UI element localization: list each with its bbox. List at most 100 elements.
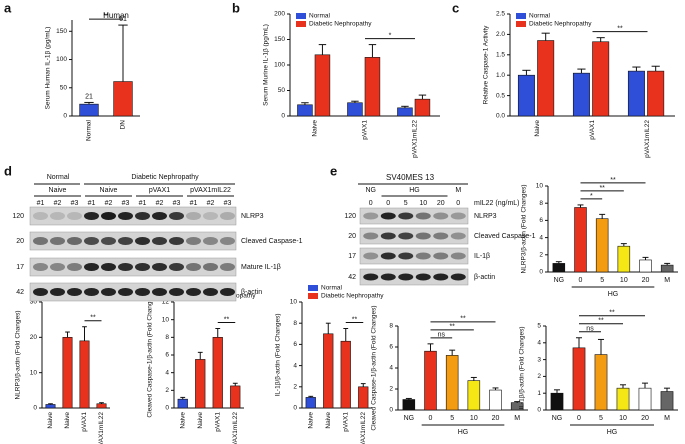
y-tick-label: 0 [165,405,169,412]
blot-band [101,212,116,220]
y-tick-label: 150 [56,28,67,35]
y-tick-label: 12 [162,299,170,306]
condition-label: M [455,187,461,194]
y-tick-label: 4 [165,369,169,376]
blot-band [415,232,431,240]
kda-label: 20 [16,238,24,245]
bar [489,389,502,411]
bar [364,57,381,117]
x-tick-label: pVAX1mIL22 [644,120,651,158]
blot-band [220,288,235,296]
blot-band [220,212,235,220]
blot-band [135,288,150,296]
y-tick-label: 1.5 [496,52,505,59]
blot-band [220,263,235,271]
subgroup-label: Naive [100,187,118,194]
significance-label: ** [103,13,109,20]
y-tick-label: 1.0 [496,72,505,79]
blot-band [363,273,379,281]
x-tick-label: NG [404,415,415,422]
y-tick-label: 10 [290,299,298,306]
lane-label: #2 [207,200,215,207]
bar [414,98,431,117]
blot-band [84,263,99,271]
blot-band [186,212,201,220]
bar [639,259,652,273]
group-label: HG [607,429,618,436]
significance-label: ** [598,318,604,325]
bar [62,337,73,409]
significance-label: * [590,193,593,200]
legend-label: Normal [321,285,343,292]
blot-band [152,237,167,245]
y-tick-label: 4 [539,234,543,241]
dose-label: 0 [386,200,390,207]
significance-label: ** [90,315,96,322]
x-tick-label: pVAX1 [214,412,221,432]
y-tick-label: 150 [274,36,285,43]
blot-strip [359,207,469,225]
y-tick-label: 50 [278,87,286,94]
bar [177,398,188,409]
blot-band [203,237,218,245]
subgroup-label: pVAX1mIL22 [190,187,231,194]
y-axis-label: NLRP3/β-actin (Fold Changes) [15,311,22,400]
group-label: Diabetic Nephropathy [131,174,199,181]
blot-band [50,212,65,220]
x-tick-label: pVAX1 [362,120,369,140]
x-tick-label: 5 [599,415,603,422]
y-axis-label: Cleaved Caspase-1/β-actin (Fold Changes) [371,305,378,430]
y-axis-label: Relative Caspase-1 Activity [483,25,490,105]
lane-label: #1 [139,200,147,207]
y-tick-label: 0 [293,405,297,412]
significance-label: ** [599,185,605,192]
x-tick-label: M [664,277,670,284]
group-label: HG [458,429,469,436]
blot-band [415,273,431,281]
significance-label: ns [586,326,594,333]
legend-label: Normal [309,13,331,20]
dose-label: 20 [437,200,445,207]
bar [617,245,631,273]
x-tick-label: Naive [197,412,204,429]
blot-band [135,212,150,220]
kda-label: 42 [16,289,24,296]
y-tick-label: 100 [274,62,285,69]
bar [79,103,99,117]
legend-label: Diabetic Nephropathy [321,293,384,300]
x-tick-label: pVAX1mIL22 [412,120,419,158]
x-tick-label: pVAX1 [342,412,349,432]
x-tick-label: Naive [47,412,54,429]
bar [550,392,564,411]
blot-band [450,212,466,220]
y-tick-label: 6 [389,344,393,351]
y-tick-label: 5 [537,323,541,330]
blot-band [380,232,396,240]
protein-label: IL-1β [474,253,490,260]
protein-label: Cleaved Caspase-1 [474,233,536,240]
blot-title: SV40MES 13 [386,173,435,182]
y-tick-label: 3 [537,356,541,363]
lane-label: #1 [88,200,96,207]
bar [467,380,481,411]
bar [45,404,56,409]
blot-band [398,212,414,220]
y-tick-label: 0 [389,407,393,414]
blot-strip [359,227,469,245]
y-axis-label: NLRP3/β-actin (Fold Changes) [521,185,528,274]
blot-band [135,263,150,271]
bar [323,333,334,409]
y-axis-label: IL-1β/β-actin (Fold Changes) [275,314,282,397]
significance-label: ** [449,324,455,331]
protein-label: NLRP3 [474,213,497,220]
blot-band [203,212,218,220]
x-tick-label: 10 [619,415,627,422]
blot-band [152,288,167,296]
bar [340,340,351,409]
bar [594,354,608,411]
x-tick-label: Naive [64,412,71,429]
y-tick-label: 6 [165,352,169,359]
blot-band [118,288,133,296]
y-tick-label: 30 [30,299,38,306]
bar [574,207,587,273]
